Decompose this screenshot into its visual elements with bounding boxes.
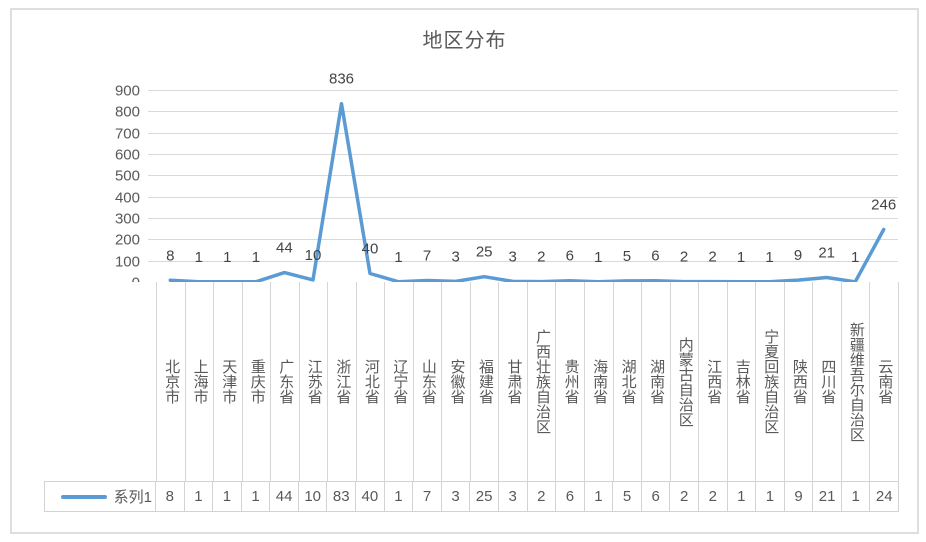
table-value-cell: 1: [384, 481, 414, 512]
data-label: 2: [680, 249, 688, 266]
category-label: 云南省: [869, 282, 899, 481]
table-value-cell: 1: [841, 481, 871, 512]
series-line: [168, 101, 886, 282]
data-label: 1: [223, 249, 231, 266]
category-label: 吉林省: [726, 282, 756, 481]
data-label: 40: [362, 241, 379, 258]
table-value-cell: 3: [441, 481, 471, 512]
data-label: 1: [252, 249, 260, 266]
table-value-cell: 1: [213, 481, 242, 512]
data-label: 21: [818, 245, 835, 262]
table-value-cell: 10: [298, 481, 328, 512]
table-value-cell: 8: [156, 481, 185, 512]
category-label: 上海市: [184, 282, 214, 481]
y-tick-label: 800: [115, 104, 140, 121]
category-label: 内蒙古自治区: [669, 282, 699, 481]
category-label: 重庆市: [241, 282, 271, 481]
line-chart-plot-area: 0 100 200 300 400 500 600 700 800 900 8 1 1 1 44 10 836 4…: [115, 71, 898, 283]
table-value-cell: 83: [327, 481, 357, 512]
data-label: 3: [509, 248, 517, 265]
y-tick-label: 400: [115, 190, 140, 207]
data-label: 7: [423, 248, 431, 265]
data-label: 25: [476, 244, 493, 261]
table-value-cell: 2: [670, 481, 699, 512]
table-value-cell: 1: [727, 481, 757, 512]
table-value-cell: 21: [813, 481, 842, 512]
data-label: 1: [195, 249, 203, 266]
table-value-cell: 40: [356, 481, 385, 512]
category-label: 浙江省: [327, 282, 356, 481]
table-value-cell: 44: [270, 481, 299, 512]
data-label: 1: [851, 249, 859, 266]
x-axis-category-labels: 北京市 上海市 天津市 重庆市 广东省 江苏省 浙江省 河北省 辽宁省 山东省 安徽省 福建省 甘肃省广…: [156, 282, 899, 481]
y-tick-label: 200: [115, 232, 140, 249]
data-label: 5: [623, 248, 631, 265]
data-label: 6: [651, 248, 659, 265]
chart-title: 地区分布: [422, 30, 507, 52]
category-label: 贵州省: [555, 282, 584, 481]
data-label: 9: [794, 247, 802, 264]
table-value-cell: 6: [641, 481, 671, 512]
category-label: 河北省: [355, 282, 385, 481]
category-label: 广东省: [270, 282, 299, 481]
data-label: 6: [566, 248, 574, 265]
category-label: 辽宁省: [384, 282, 413, 481]
category-label: 宁夏回族自治区: [755, 282, 784, 481]
data-label: 3: [452, 248, 460, 265]
legend-cell: 系列1: [44, 481, 156, 512]
y-tick-label: 600: [115, 147, 140, 164]
data-label: 1: [594, 249, 602, 266]
table-value-cell: 2: [527, 481, 557, 512]
table-value-cell: 5: [613, 481, 642, 512]
y-tick-label: 700: [115, 126, 140, 143]
data-label: 1: [737, 249, 745, 266]
y-tick-label: 900: [115, 83, 140, 100]
category-label: 陕西省: [783, 282, 813, 481]
data-label: 44: [276, 240, 293, 257]
data-table: 系列1 8 1 1 1 44 10 83 40 1 7 3 25 3 2 6 1 5 6 2 2 1 1 9 21 1 24: [44, 481, 900, 512]
data-label: 836: [329, 71, 354, 88]
category-label: 福建省: [469, 282, 499, 481]
category-label: 广西壮族自治区: [526, 282, 556, 481]
table-value-cell: 7: [413, 481, 442, 512]
data-label: 246: [871, 197, 896, 214]
series-name: 系列1: [113, 489, 152, 506]
category-label: 江苏省: [298, 282, 328, 481]
category-label: 安徽省: [441, 282, 470, 481]
y-tick-label: 0: [132, 275, 140, 283]
category-label: 甘肃省: [498, 282, 527, 481]
category-label: 江西省: [698, 282, 727, 481]
chart-frame[interactable]: 地区分布 01002003004005006007008009008111441…: [10, 8, 919, 534]
data-label: 10: [305, 247, 322, 264]
category-label: 北京市: [156, 282, 185, 481]
category-label: 新疆维吾尔自治区: [840, 282, 870, 481]
category-label: 湖北省: [612, 282, 642, 481]
category-label: 湖南省: [641, 282, 670, 481]
data-label: 1: [765, 249, 773, 266]
data-label: 2: [708, 249, 716, 266]
category-label: 天津市: [213, 282, 242, 481]
table-value-cell: 1: [241, 481, 271, 512]
table-value-cell: 9: [784, 481, 814, 512]
table-value-cell: 25: [470, 481, 499, 512]
table-value-cell: 2: [698, 481, 728, 512]
data-label: 2: [537, 249, 545, 266]
table-value-cell: 24: [870, 481, 900, 512]
series-line-icon: [60, 494, 107, 499]
table-value-cell: 1: [184, 481, 214, 512]
table-value-cell: 6: [556, 481, 585, 512]
data-label: 8: [166, 247, 174, 264]
category-label: 山东省: [412, 282, 442, 481]
table-value-cell: 1: [584, 481, 614, 512]
y-tick-label: 100: [115, 254, 140, 271]
table-value-cell: 1: [756, 481, 785, 512]
y-tick-label: 300: [115, 211, 140, 228]
category-label: 四川省: [812, 282, 841, 481]
y-tick-label: 500: [115, 168, 140, 185]
category-label: 海南省: [583, 282, 613, 481]
data-label: 1: [394, 249, 402, 266]
table-value-cell: 3: [498, 481, 528, 512]
